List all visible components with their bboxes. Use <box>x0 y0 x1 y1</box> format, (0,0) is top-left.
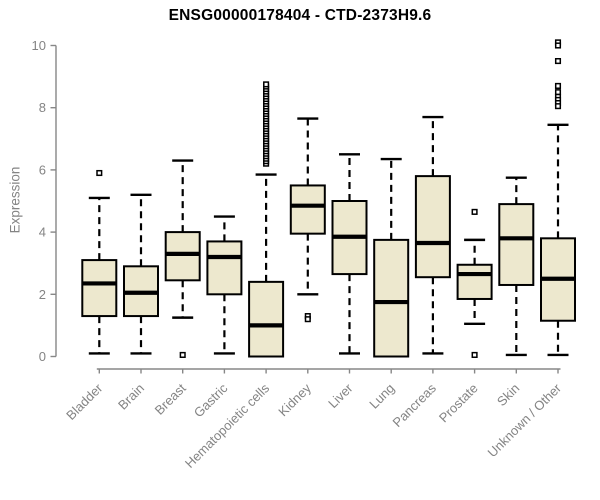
y-tick-label: 8 <box>39 100 46 115</box>
y-tick-label: 10 <box>32 38 46 53</box>
x-category-label: Liver <box>325 380 356 411</box>
outlier-point <box>179 351 186 358</box>
box-rect <box>456 263 493 300</box>
y-tick-label: 6 <box>39 162 46 177</box>
y-tick-label: 0 <box>39 349 46 364</box>
box-rect <box>164 231 201 282</box>
outlier-point <box>554 42 562 49</box>
outlier-point <box>471 208 478 215</box>
x-category-label: Lung <box>366 381 397 412</box>
x-category-label: Breast <box>152 380 189 417</box>
y-tick-label: 2 <box>39 287 46 302</box>
box-rect <box>373 238 410 358</box>
outlier-point <box>554 89 562 96</box>
x-category-label: Pancreas <box>390 380 440 430</box>
outlier-point <box>96 169 103 177</box>
box-rect <box>289 184 326 235</box>
x-category-label: Kidney <box>275 380 314 419</box>
outlier-point <box>471 351 478 358</box>
x-category-label: Skin <box>494 381 522 409</box>
x-category-label: Brain <box>115 381 147 413</box>
outlier-point <box>554 103 562 110</box>
outlier-point <box>304 316 311 323</box>
box-rect <box>414 175 451 279</box>
x-category-label: Unknown / Other <box>485 380 565 460</box>
x-category-label: Prostate <box>436 381 481 426</box>
outlier-point <box>554 58 562 65</box>
box-rect <box>206 240 243 296</box>
chart-title: ENSG00000178404 - CTD-2373H9.6 <box>168 7 432 24</box>
box-rect <box>81 259 118 318</box>
box-rect <box>248 280 285 358</box>
x-category-label: Bladder <box>63 380 106 423</box>
outlier-point <box>554 82 562 89</box>
outlier-point <box>263 81 270 88</box>
box-rect <box>498 203 535 286</box>
x-category-label: Gastric <box>191 380 231 420</box>
y-tick-label: 4 <box>39 225 46 240</box>
